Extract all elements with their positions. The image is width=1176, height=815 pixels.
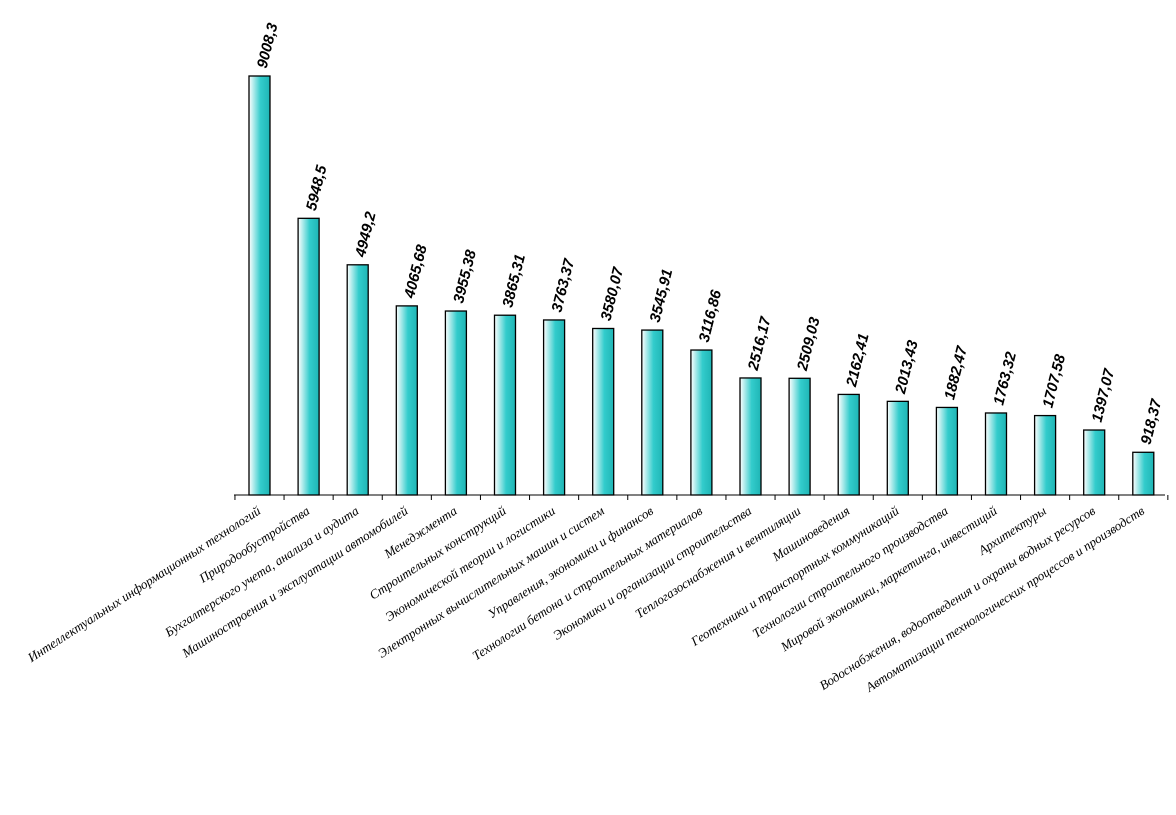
value-label: 4065,68 [401, 243, 431, 301]
value-label: 3955,38 [450, 248, 480, 305]
value-label: 3865,31 [499, 252, 529, 309]
value-label: 3580,07 [598, 265, 628, 322]
value-label: 3116,86 [696, 288, 726, 344]
value-label: 1397,07 [1089, 367, 1119, 424]
value-label: 2509,03 [794, 315, 824, 373]
value-label: 1882,47 [941, 344, 971, 401]
bar [935, 406, 959, 496]
bar [444, 310, 468, 496]
value-label: 9008,3 [254, 21, 282, 70]
bar [592, 327, 615, 496]
bar [886, 400, 909, 496]
value-label: 1707,58 [1039, 352, 1069, 409]
value-label: 2162,41 [843, 332, 873, 390]
category-label: Бухгалтерского учета, анализа и аудита [161, 503, 362, 641]
bar [346, 264, 369, 496]
value-label: 2516,17 [745, 315, 775, 373]
value-label: 5948,5 [303, 163, 331, 212]
value-label: 1763,32 [990, 350, 1020, 407]
value-label: 2013,43 [892, 338, 922, 396]
bar [1083, 429, 1106, 496]
bar [690, 349, 713, 496]
bar [248, 75, 271, 496]
bar [493, 314, 517, 496]
bar [1033, 414, 1057, 496]
bar [297, 217, 320, 496]
value-label: 918,37 [1138, 397, 1166, 446]
bar [837, 393, 860, 496]
value-label: 3545,91 [647, 267, 677, 324]
x-axis-ticks [234, 495, 1169, 500]
bar [984, 412, 1008, 496]
bar [788, 377, 811, 496]
value-label: 3763,37 [548, 257, 578, 314]
bars-layer [248, 75, 1155, 496]
bar [641, 329, 664, 496]
bar [739, 377, 762, 496]
value-label: 4949,2 [352, 210, 380, 260]
bar [1132, 451, 1155, 496]
bar [395, 305, 418, 496]
bar [542, 319, 566, 496]
category-labels-layer: Интеллектуальных информационных технолог… [24, 503, 1147, 696]
